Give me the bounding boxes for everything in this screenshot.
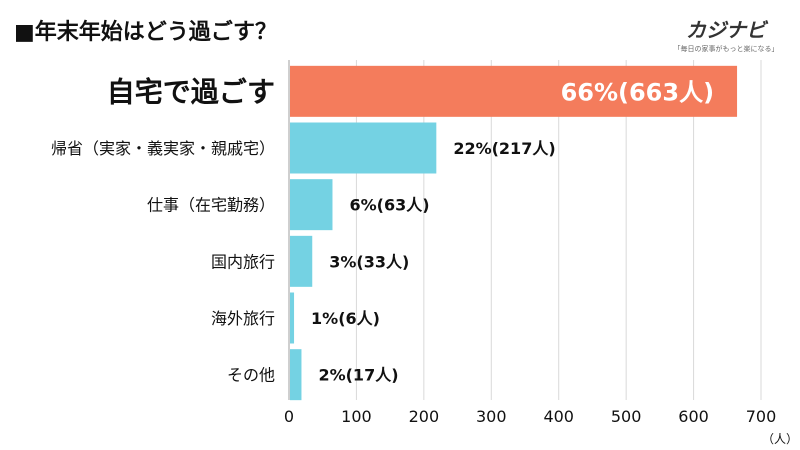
bar <box>290 235 313 287</box>
bar <box>290 122 437 174</box>
brand-logo: カジナビ 「毎日の家事がもっと楽になる」 <box>666 14 786 54</box>
bars <box>290 65 738 401</box>
x-unit-label: （人） <box>762 432 798 446</box>
x-tick-label: 100 <box>341 407 372 426</box>
x-tick-label: 500 <box>611 407 642 426</box>
x-tick-label: 0 <box>284 407 294 426</box>
category-label: その他 <box>227 366 275 385</box>
category-label: 自宅で過ごす <box>107 75 275 108</box>
x-tick-label: 600 <box>678 407 709 426</box>
x-tick-label: 200 <box>409 407 440 426</box>
x-tick-label: 400 <box>543 407 574 426</box>
category-label: 国内旅行 <box>211 252 275 271</box>
value-label: 22%(217人) <box>453 139 555 158</box>
bar <box>290 349 302 401</box>
x-tick-label: 300 <box>476 407 507 426</box>
category-label: 仕事（在宅勤務） <box>147 196 275 215</box>
logo-tagline: 「毎日の家事がもっと楽になる」 <box>673 45 779 53</box>
chart-title: ■年末年始はどう過ごす？ <box>14 20 278 45</box>
logo-name: カジナビ <box>686 18 766 42</box>
category-label: 海外旅行 <box>211 309 275 328</box>
value-label: 2%(17人) <box>318 366 398 385</box>
value-label: 1%(6人) <box>311 309 380 328</box>
category-label: 帰省（実家・義実家・親戚宅） <box>51 139 275 158</box>
bar <box>290 292 295 344</box>
labels: 0 100 200 300 400 500 600 700 （人） 自宅で過ごす 66%(663人)… <box>51 75 798 446</box>
value-label: 3%(33人) <box>329 252 409 271</box>
bar <box>290 65 738 117</box>
x-tick-label: 700 <box>746 407 777 426</box>
value-label: 6%(63人) <box>349 196 429 215</box>
bar <box>290 179 333 231</box>
value-label: 66%(663人) <box>561 78 714 106</box>
